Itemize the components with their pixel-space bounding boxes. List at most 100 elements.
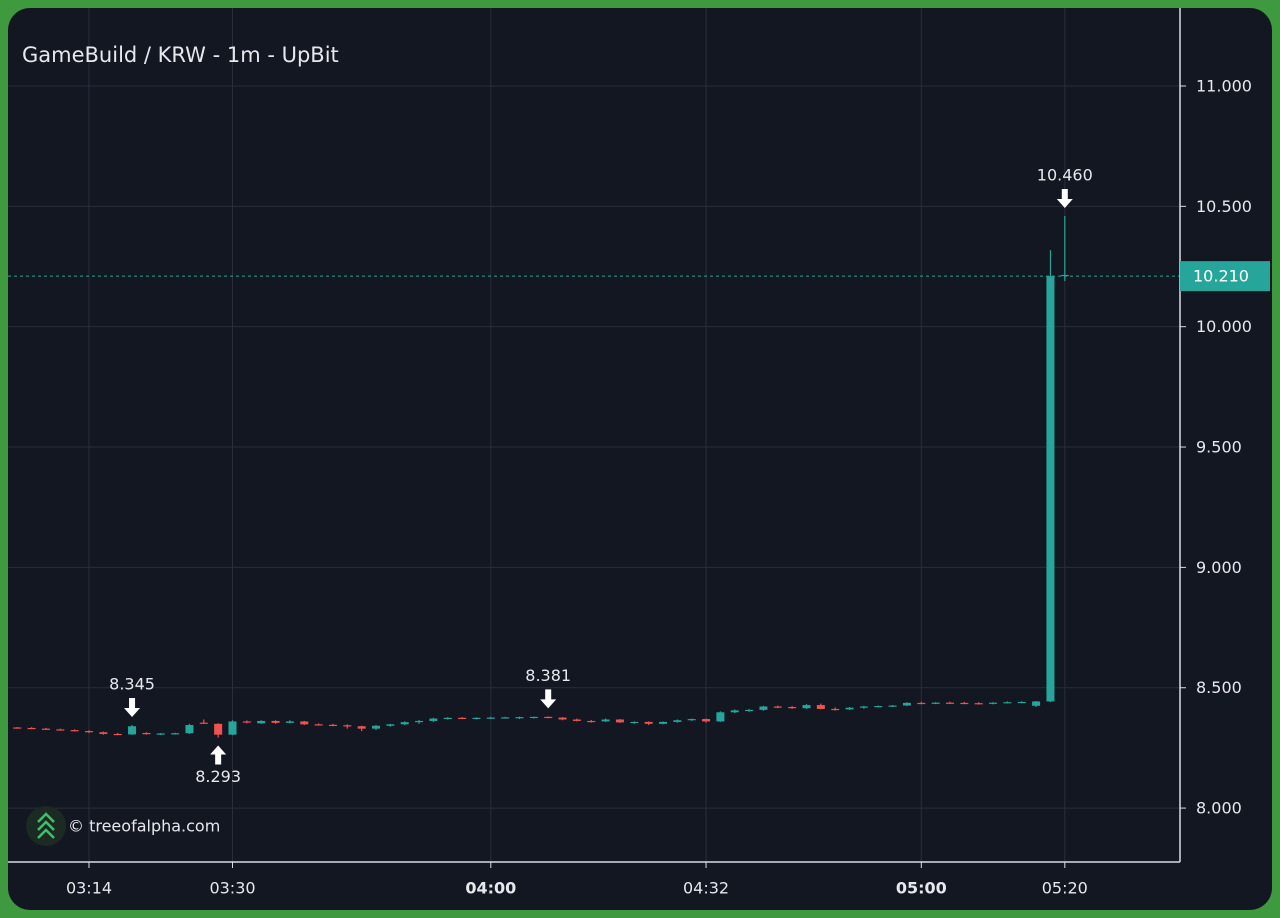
axes: 8.000 8.500 9.000 9.500 10.000 10.500 11.000 03… xyxy=(66,76,1270,898)
x-tick-label: 04:00 xyxy=(465,879,516,898)
y-tick-label: 9.500 xyxy=(1196,438,1242,457)
candle-body xyxy=(917,702,926,705)
x-tick-label: 03:30 xyxy=(209,879,255,898)
candle-body xyxy=(314,724,323,726)
candle-body xyxy=(501,717,510,719)
candle-body xyxy=(572,719,581,721)
candle-body xyxy=(472,717,481,720)
y-tick-label: 10.000 xyxy=(1196,317,1252,336)
candle-body xyxy=(601,719,610,722)
candle-body xyxy=(171,733,180,735)
annotation-label: 8.293 xyxy=(195,767,241,786)
candle-body xyxy=(41,728,50,730)
annotation-arrow xyxy=(124,698,141,718)
y-tick-label: 8.500 xyxy=(1196,678,1242,697)
candle-body xyxy=(214,723,223,735)
y-tick-label: 10.500 xyxy=(1196,197,1252,216)
annotation-label: 8.345 xyxy=(109,675,155,694)
candle-body xyxy=(99,732,108,734)
watermark-logo xyxy=(26,806,66,846)
candle-body xyxy=(888,705,897,707)
candle-body xyxy=(659,721,667,724)
last-price-label: 10.210 xyxy=(1193,267,1249,286)
candle-body xyxy=(759,706,768,710)
chart-title: GameBuild / KRW - 1m - UpBit xyxy=(22,43,339,67)
candle-body xyxy=(13,727,22,729)
candle-body xyxy=(1032,701,1041,706)
candle-body xyxy=(343,725,352,727)
candle-body xyxy=(228,721,237,735)
candle-body xyxy=(113,733,122,736)
candle-body xyxy=(1003,702,1012,704)
candle-body xyxy=(874,706,883,708)
candle-body xyxy=(960,702,969,705)
candle-body xyxy=(56,729,65,731)
candle-body xyxy=(716,712,725,722)
candle-body xyxy=(128,726,137,735)
annotation-label: 8.381 xyxy=(525,666,571,685)
candle-body xyxy=(328,724,337,727)
x-tick-label: 05:20 xyxy=(1042,879,1088,898)
candle-body xyxy=(773,706,782,708)
candle-body xyxy=(802,705,811,709)
candle-body xyxy=(300,721,309,725)
candle-body xyxy=(644,721,653,724)
candle-body xyxy=(415,720,424,723)
candle-body xyxy=(558,717,567,720)
candle-body xyxy=(946,702,954,704)
candle-body xyxy=(242,721,251,723)
candle-body xyxy=(357,726,366,729)
last-price-box xyxy=(1180,261,1270,292)
candle-body xyxy=(443,717,452,720)
candle-body xyxy=(458,717,467,720)
candle-body xyxy=(1046,276,1055,702)
plot-area xyxy=(8,215,1180,738)
candle-body xyxy=(673,720,682,722)
candle-body xyxy=(1017,701,1026,704)
y-tick-label: 9.000 xyxy=(1196,558,1242,577)
candle-body xyxy=(544,716,553,719)
candle-body xyxy=(902,702,911,706)
candle-body xyxy=(989,702,998,704)
y-tick-label: 8.000 xyxy=(1196,799,1242,818)
candle-body xyxy=(372,725,380,729)
candle-body xyxy=(142,732,151,735)
candle-body xyxy=(400,722,409,725)
candle-body xyxy=(199,722,208,724)
annotation-arrow xyxy=(1056,188,1073,208)
candle-body xyxy=(845,707,854,710)
candle-body xyxy=(615,719,624,723)
candle-body xyxy=(730,710,739,713)
candle-body xyxy=(70,730,79,732)
candle-body xyxy=(27,727,36,730)
candle-body xyxy=(702,719,711,722)
x-tick-label: 05:00 xyxy=(896,879,947,898)
candle-body xyxy=(271,720,280,723)
candle-body xyxy=(1060,274,1069,277)
candle-body xyxy=(529,716,538,719)
x-tick-label: 04:32 xyxy=(683,879,729,898)
annotation-arrow xyxy=(210,745,227,765)
candle-body xyxy=(285,721,294,723)
candle-body xyxy=(156,733,165,735)
candle-body xyxy=(974,703,983,705)
candle-body xyxy=(816,705,825,709)
candle-body xyxy=(587,720,596,723)
candle-body xyxy=(745,709,754,712)
candle-body xyxy=(515,717,524,719)
candle-body xyxy=(429,718,438,721)
candle-body xyxy=(931,702,940,704)
watermark: © treeofalpha.com xyxy=(68,817,220,836)
candle-body xyxy=(831,708,840,711)
x-tick-label: 03:14 xyxy=(66,879,112,898)
candle-body xyxy=(486,717,495,719)
candle-body xyxy=(257,720,266,724)
candle-body xyxy=(788,706,797,709)
candle-body xyxy=(185,725,194,734)
annotation-arrow xyxy=(540,689,557,709)
candle-body xyxy=(687,719,696,721)
candle-body xyxy=(859,706,868,708)
y-tick-label: 11.000 xyxy=(1196,76,1252,95)
